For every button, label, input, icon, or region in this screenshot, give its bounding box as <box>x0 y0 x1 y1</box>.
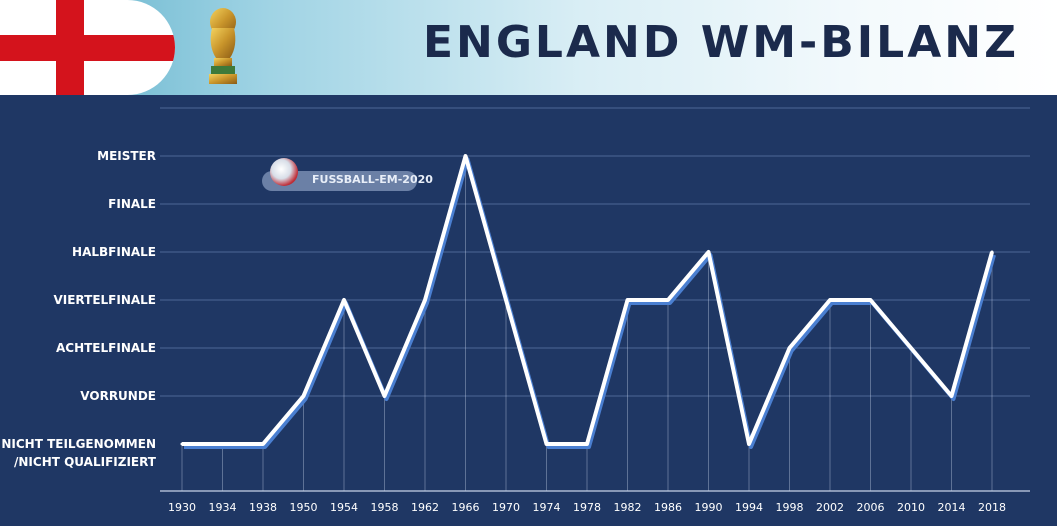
series-line-shadow <box>184 157 996 449</box>
data-point <box>788 346 791 350</box>
data-point <box>383 394 386 398</box>
x-tick-label: 2014 <box>938 501 966 514</box>
x-tick-label: 1986 <box>654 501 682 514</box>
data-point <box>423 298 427 302</box>
data-point <box>302 394 305 398</box>
x-tick-label: 1930 <box>168 501 196 514</box>
x-tick-label: 2006 <box>857 501 885 514</box>
y-tick-label: HALBFINALE <box>72 245 156 259</box>
x-tick-label: 1970 <box>492 501 520 514</box>
data-point <box>990 250 994 254</box>
line-chart: NICHT TEILGENOMMEN/NICHT QUALIFIZIERT VOR… <box>1 107 1030 514</box>
x-tick-label: 1978 <box>573 501 601 514</box>
y-axis-labels: NICHT TEILGENOMMEN/NICHT QUALIFIZIERT VOR… <box>1 149 156 469</box>
y-tick-label: VORRUNDE <box>80 389 156 403</box>
data-point <box>626 298 629 302</box>
data-point <box>909 346 913 350</box>
data-point <box>747 442 751 446</box>
x-axis-labels: 1930 1934 1938 1950 1954 1958 1962 1966 1970 1974… <box>168 501 1006 514</box>
football-logo-icon <box>270 158 298 186</box>
x-tick-label: 1962 <box>411 501 439 514</box>
page-title: ENGLAND WM-BILANZ <box>422 17 1019 68</box>
watermark-text: FUSSBALL-EM-2020 <box>312 173 433 186</box>
header-banner: ENGLAND WM-BILANZ <box>0 0 1057 95</box>
x-tick-label: 1950 <box>290 501 318 514</box>
x-tick-label: 1974 <box>533 501 561 514</box>
x-tick-label: 1958 <box>371 501 399 514</box>
world-cup-trophy-icon <box>209 8 237 84</box>
data-point <box>464 154 467 158</box>
x-tick-label: 1994 <box>735 501 763 514</box>
x-tick-label: 1966 <box>452 501 480 514</box>
x-tick-label: 1990 <box>695 501 723 514</box>
y-tick-label: FINALE <box>108 197 156 211</box>
data-point <box>221 442 224 446</box>
x-tick-label: 1934 <box>209 501 237 514</box>
data-point <box>504 298 508 302</box>
data-point <box>707 250 710 254</box>
data-point <box>828 298 832 302</box>
x-tick-label: 2010 <box>897 501 925 514</box>
y-tick-label: MEISTER <box>97 149 156 163</box>
gridlines <box>160 107 1030 397</box>
england-flag-icon <box>0 0 175 95</box>
watermark: FUSSBALL-EM-2020 <box>262 158 433 194</box>
x-tick-label: 1954 <box>330 501 358 514</box>
data-point <box>180 442 184 446</box>
x-tick-label: 1938 <box>249 501 277 514</box>
series-lines <box>180 154 996 449</box>
y-tick-label: VIERTELFINALE <box>53 293 156 307</box>
data-point <box>585 442 589 446</box>
y-tick-label: ACHTELFINALE <box>56 341 156 355</box>
x-tick-label: 1998 <box>776 501 804 514</box>
x-tick-label: 2002 <box>816 501 844 514</box>
x-tick-label: 1982 <box>614 501 642 514</box>
data-point <box>342 298 346 302</box>
data-point <box>261 442 265 446</box>
data-point <box>666 298 670 302</box>
y-tick-label: NICHT TEILGENOMMEN/NICHT QUALIFIZIERT <box>1 437 156 469</box>
data-point <box>545 442 548 446</box>
x-tick-label: 2018 <box>978 501 1006 514</box>
drop-lines <box>181 156 993 491</box>
data-point <box>950 394 953 398</box>
data-point <box>869 298 872 302</box>
